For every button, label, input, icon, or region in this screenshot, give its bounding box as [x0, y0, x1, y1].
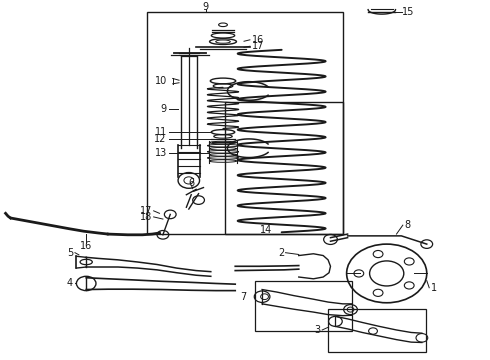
Text: 14: 14: [260, 225, 272, 235]
Text: 9: 9: [161, 104, 167, 114]
Text: 10: 10: [154, 76, 167, 86]
Text: 4: 4: [67, 278, 73, 288]
Text: 2: 2: [278, 248, 284, 258]
Text: 12: 12: [154, 134, 167, 144]
Bar: [147, 12, 343, 234]
Text: 7: 7: [240, 292, 246, 302]
Text: 16: 16: [80, 240, 92, 251]
Bar: [328, 309, 426, 352]
Text: 1: 1: [431, 283, 437, 293]
Text: 8: 8: [404, 220, 411, 230]
Bar: [255, 280, 352, 331]
Text: 18: 18: [140, 212, 152, 222]
Text: 15: 15: [402, 6, 415, 17]
Bar: [225, 102, 343, 234]
Text: 11: 11: [154, 127, 167, 137]
Text: 17: 17: [252, 41, 264, 51]
Text: 3: 3: [315, 325, 321, 335]
Text: 16: 16: [252, 35, 264, 45]
Text: 13: 13: [154, 148, 167, 158]
Text: 6: 6: [188, 178, 195, 188]
Text: 5: 5: [67, 248, 73, 258]
Text: 17: 17: [140, 206, 152, 216]
Text: 9: 9: [203, 2, 209, 12]
